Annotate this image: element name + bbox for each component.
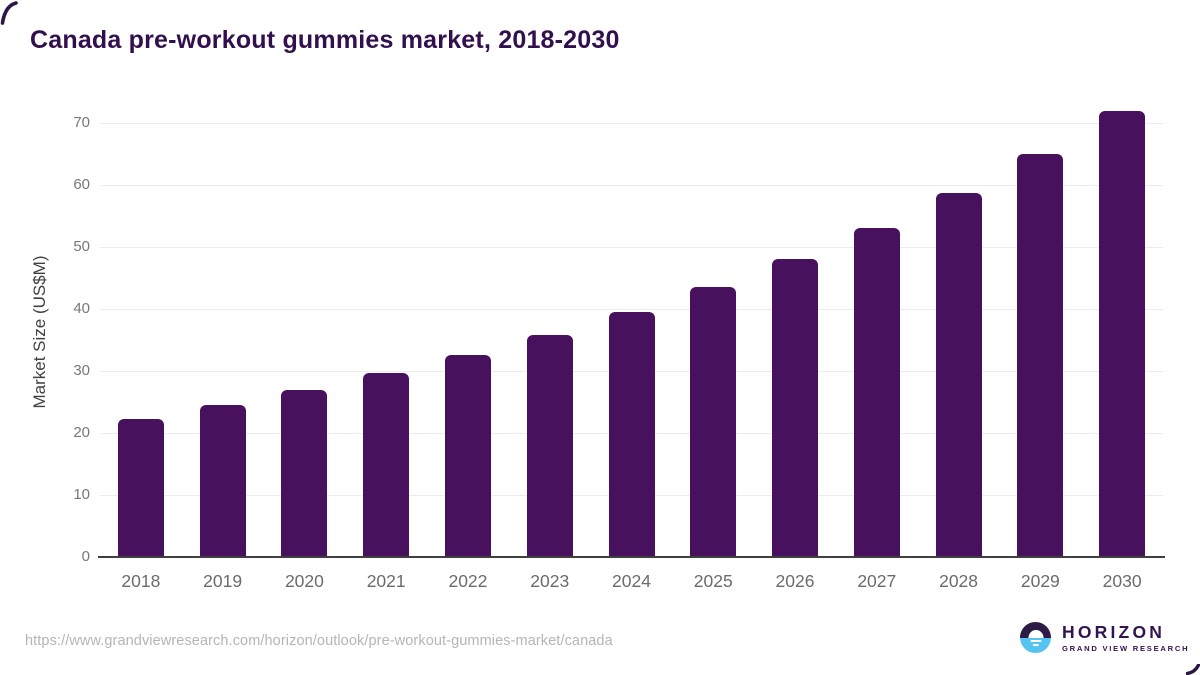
corner-crop-mark-top-left (0, 1, 18, 25)
y-tick-labels: 0 10 20 30 40 50 60 70 (0, 110, 90, 565)
x-tick-label-2024: 2024 (612, 571, 651, 591)
x-tick-label-2023: 2023 (530, 571, 570, 591)
source-url: https://www.grandviewresearch.com/horizo… (25, 633, 613, 649)
x-tick-label-2029: 2029 (1020, 571, 1060, 591)
horizon-sun-over-water-icon (1020, 622, 1051, 653)
bar-2020 (281, 389, 328, 557)
x-tick-label-2020: 2020 (284, 571, 324, 591)
bar-2028 (935, 193, 982, 557)
bar-2023 (526, 335, 573, 557)
x-tick-label-2027: 2027 (857, 571, 897, 591)
logo-name: HORIZON (1062, 621, 1166, 642)
y-tick-label-0: 0 (81, 548, 90, 565)
bar-2030 (1099, 110, 1146, 557)
chart-title: Canada pre-workout gummies market, 2018-… (30, 26, 620, 54)
bar-2024 (608, 312, 655, 557)
x-tick-label-2021: 2021 (366, 571, 406, 591)
y-tick-label-60: 60 (73, 176, 90, 193)
y-tick-label-70: 70 (73, 114, 90, 131)
x-tick-label-2018: 2018 (121, 571, 161, 591)
gridline-70 (100, 122, 1163, 124)
horizon-logo: HORIZON GRAND VIEW RESEARCH (1020, 622, 1189, 653)
bar-2021 (363, 372, 410, 557)
bar-2026 (772, 259, 819, 557)
bar-2029 (1017, 154, 1064, 557)
y-tick-label-20: 20 (73, 424, 90, 441)
y-tick-label-30: 30 (73, 362, 90, 379)
y-tick-label-10: 10 (73, 486, 90, 503)
gridline-50 (100, 246, 1163, 248)
bar-2025 (690, 286, 737, 557)
x-tick-label-2026: 2026 (775, 571, 815, 591)
x-tick-label-2022: 2022 (448, 571, 488, 591)
y-tick-label-50: 50 (73, 238, 90, 255)
x-axis-line (98, 556, 1165, 558)
gridline-40 (100, 308, 1163, 310)
x-tick-labels: 2018 2019 2020 2021 2022 2023 2024 2025 2026 2027… (100, 571, 1163, 595)
y-tick-label-40: 40 (73, 300, 90, 317)
x-tick-label-2030: 2030 (1102, 571, 1142, 591)
plot-area (100, 110, 1163, 557)
x-tick-label-2028: 2028 (939, 571, 979, 591)
x-tick-label-2025: 2025 (693, 571, 733, 591)
logo-subtitle: GRAND VIEW RESEARCH (1062, 643, 1190, 653)
x-tick-label-2019: 2019 (203, 571, 243, 591)
bar-2018 (117, 418, 164, 557)
bar-2019 (199, 405, 246, 557)
gridline-60 (100, 184, 1163, 186)
corner-crop-mark-bottom-right (1186, 664, 1200, 675)
bar-2027 (853, 227, 900, 557)
bar-2022 (444, 354, 491, 557)
